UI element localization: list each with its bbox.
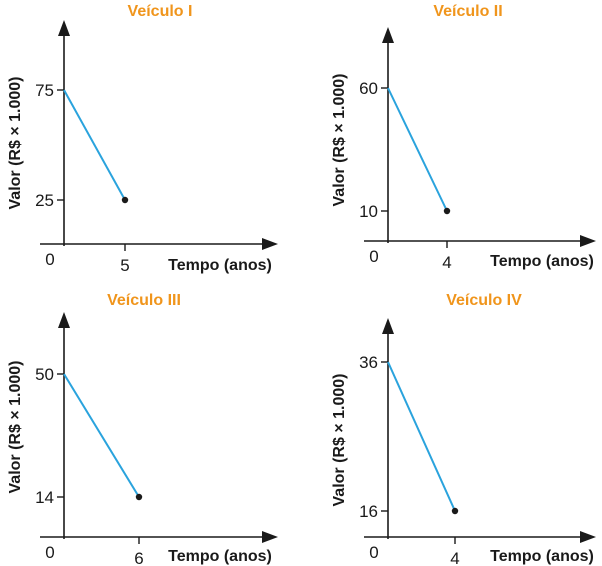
y-axis-arrow-icon: [58, 20, 70, 36]
data-point: [443, 207, 451, 215]
y-axis-label: Valor (R$ × 1.000): [331, 374, 348, 507]
x-axis-arrow-icon: [580, 235, 596, 247]
series-line: [387, 87, 448, 212]
series-line: [63, 373, 140, 498]
y-tick-label: 36: [359, 353, 378, 372]
x-axis-label: Tempo (anos): [168, 257, 272, 274]
chart-title: Veículo II: [433, 3, 502, 20]
x-axis-arrow-icon: [262, 531, 278, 543]
y-tick-label: 10: [359, 202, 378, 221]
data-point: [121, 196, 129, 204]
y-tick-label: 75: [35, 81, 54, 100]
origin-label: 0: [369, 543, 378, 562]
y-axis-arrow-icon: [58, 312, 70, 328]
y-axis-label: Valor (R$ × 1.000): [7, 361, 24, 494]
series-line: [63, 89, 126, 201]
y-tick-label: 60: [359, 79, 378, 98]
data-point: [135, 493, 143, 501]
chart-title: Veículo I: [128, 3, 193, 20]
y-axis-arrow-icon: [382, 318, 394, 334]
x-tick-label: 4: [450, 549, 459, 566]
chart-panel-1: Veículo I 0 75 25 5 Tempo (anos) Valor (R$ × 1…: [7, 3, 278, 275]
origin-label: 0: [45, 543, 54, 562]
chart-title: Veículo IV: [446, 292, 522, 309]
y-tick-label: 16: [359, 502, 378, 521]
chart-panel-2: Veículo II 0 60 10 4 Tempo (anos) Valor (R$ × …: [331, 3, 596, 272]
y-axis-label: Valor (R$ × 1.000): [7, 77, 24, 210]
x-axis-label: Tempo (anos): [168, 548, 272, 565]
y-axis-arrow-icon: [382, 27, 394, 43]
origin-label: 0: [369, 247, 378, 266]
y-tick-label: 14: [35, 488, 54, 507]
chart-title: Veículo III: [107, 292, 181, 309]
x-tick-label: 5: [120, 256, 129, 275]
x-tick-label: 4: [442, 253, 451, 272]
chart-panel-4: Veículo IV 0 36 16 4 Tempo (anos) Valor (R$ × …: [331, 292, 596, 566]
x-axis-label: Tempo (anos): [490, 548, 594, 565]
y-tick-label: 25: [35, 191, 54, 210]
x-tick-label: 6: [134, 549, 143, 566]
x-axis-arrow-icon: [262, 238, 278, 250]
data-point: [451, 507, 459, 515]
chart-panel-3: Veículo III 0 50 14 6 Tempo (anos) Valor (R$ ×…: [7, 292, 278, 566]
x-axis-label: Tempo (anos): [490, 253, 594, 270]
origin-label: 0: [45, 250, 54, 269]
x-axis-arrow-icon: [580, 531, 596, 543]
y-axis-label: Valor (R$ × 1.000): [331, 74, 348, 207]
series-line: [387, 361, 456, 512]
y-tick-label: 50: [35, 365, 54, 384]
